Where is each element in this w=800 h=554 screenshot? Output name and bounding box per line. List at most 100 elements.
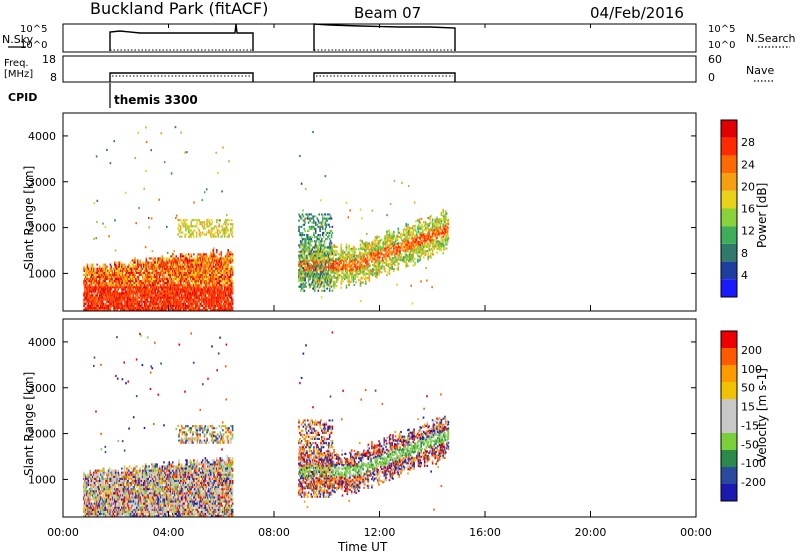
echo-cell [112, 300, 114, 303]
echo-cell [143, 282, 145, 285]
echo-cell [310, 238, 313, 241]
echo-cell [204, 233, 207, 236]
echo-cell [322, 283, 325, 286]
echo-cell [144, 246, 147, 249]
echo-cell [190, 308, 193, 311]
echo-cell [325, 276, 327, 279]
echo-cell [158, 273, 161, 276]
echo-cell [300, 287, 303, 290]
echo-cell [165, 271, 168, 274]
echo-cell [142, 308, 144, 311]
echo-cell [222, 304, 224, 307]
echo-cell [322, 256, 325, 259]
echo-cell [217, 275, 220, 278]
echo-cell [151, 280, 154, 283]
echo-cell [89, 296, 91, 299]
echo-cell [120, 302, 122, 305]
echo-cell [313, 246, 315, 249]
echo-cell [352, 274, 355, 277]
echo-cell [314, 267, 317, 270]
echo-cell [198, 265, 200, 268]
echo-cell [146, 304, 149, 307]
echo-cell [323, 276, 326, 279]
echo-cell [228, 271, 230, 274]
echo-cell [187, 231, 190, 234]
echo-cell [373, 249, 376, 252]
echo-cell [95, 296, 98, 299]
echo-cell [330, 245, 333, 248]
echo-cell [206, 259, 208, 262]
echo-cell [360, 264, 363, 267]
echo-cell [189, 233, 192, 236]
echo-cell [183, 280, 185, 283]
echo-cell [121, 275, 124, 278]
echo-cell [197, 227, 200, 230]
echo-cell [121, 271, 124, 274]
echo-cell [194, 263, 197, 266]
echo-cell [222, 282, 224, 285]
echo-cell [354, 276, 356, 279]
echo-cell [312, 273, 314, 276]
echo-cell [107, 286, 110, 289]
echo-cell [167, 282, 170, 285]
echo-cell [165, 269, 167, 272]
echo-cell [175, 259, 178, 262]
echo-cell [216, 255, 218, 258]
echo-cell [324, 221, 327, 224]
echo-cell [226, 219, 229, 222]
echo-cell [221, 225, 223, 228]
echo-cell [316, 236, 319, 239]
echo-cell [143, 290, 146, 293]
echo-cell [321, 250, 324, 253]
echo-cell [114, 300, 117, 303]
echo-cell [135, 286, 137, 289]
echo-cell [152, 259, 155, 262]
echo-cell [372, 258, 375, 261]
echo-cell [315, 262, 318, 265]
nsky-tick-high: 10^5 [20, 24, 47, 35]
echo-cell [375, 265, 378, 268]
echo-cell [219, 257, 222, 260]
echo-cell [114, 263, 117, 266]
echo-cell [207, 267, 209, 270]
echo-cell [130, 267, 133, 270]
echo-cell [313, 256, 315, 259]
echo-cell [151, 308, 154, 311]
echo-cell [138, 288, 141, 291]
echo-cell [107, 300, 110, 303]
echo-cell [116, 271, 119, 274]
echo-cell [97, 292, 99, 295]
echo-cell [85, 308, 87, 311]
echo-cell [372, 243, 374, 246]
echo-cell [217, 263, 220, 266]
echo-cell [114, 286, 117, 289]
echo-cell [313, 250, 315, 253]
echo-cell [211, 257, 214, 260]
echo-cell [138, 296, 141, 299]
echo-cell [148, 271, 150, 274]
echo-cell [333, 250, 335, 253]
echo-cell [120, 280, 122, 283]
echo-cell [125, 294, 127, 297]
echo-cell [366, 246, 369, 249]
echo-cell [186, 223, 188, 226]
echo-cell [185, 286, 187, 289]
echo-cell [136, 267, 138, 270]
echo-cell [352, 249, 355, 252]
echo-cell [177, 273, 179, 276]
echo-cell [221, 278, 223, 281]
echo-cell [201, 275, 203, 278]
echo-cell [179, 308, 182, 311]
echo-cell [223, 275, 226, 278]
echo-cell [350, 268, 353, 271]
echo-cell [155, 273, 157, 276]
echo-cell [104, 226, 107, 229]
echo-cell [92, 275, 95, 278]
echo-cell [231, 255, 234, 258]
echo-cell [186, 261, 188, 264]
echo-cell [207, 271, 209, 274]
echo-cell [375, 251, 378, 254]
echo-cell [149, 261, 151, 264]
echo-cell [135, 271, 137, 274]
echo-cell [201, 275, 204, 278]
